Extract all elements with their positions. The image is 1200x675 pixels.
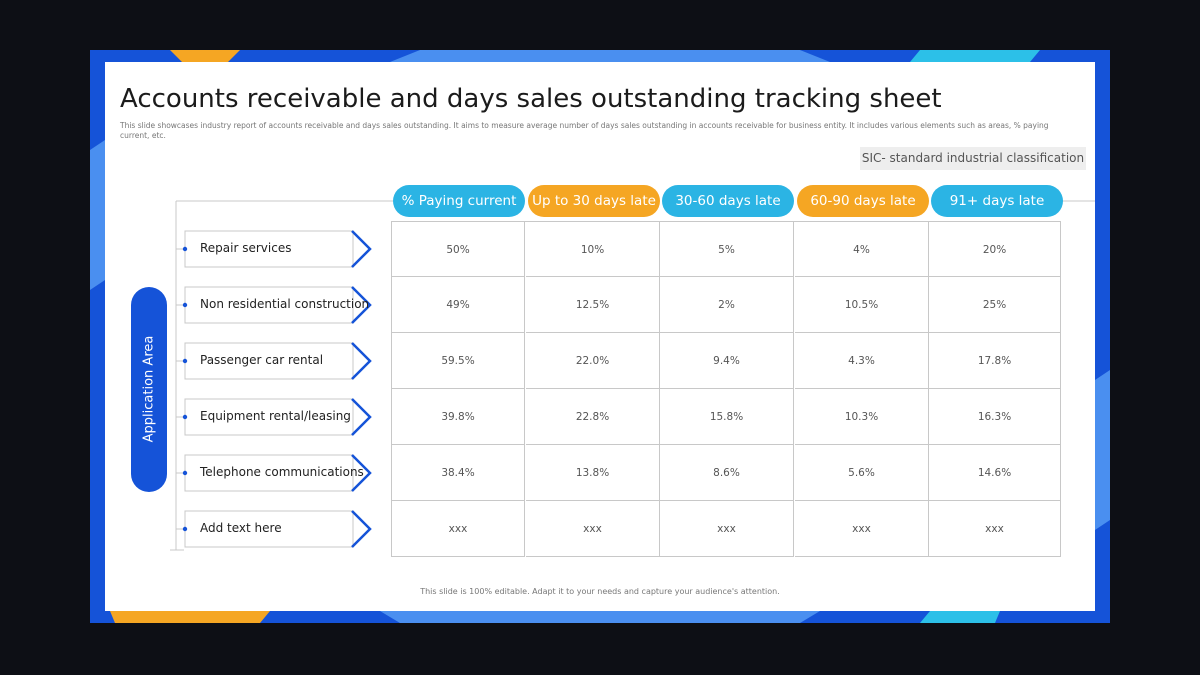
table-cell: xxx (660, 501, 794, 557)
table-cell: xxx (526, 501, 660, 557)
table-cell: 22.0% (526, 333, 660, 389)
subtitle: This slide showcases industry report of … (120, 121, 1049, 140)
table-cell: 4% (795, 221, 929, 277)
table-cell: 16.3% (929, 389, 1061, 445)
table-cell: 22.8% (526, 389, 660, 445)
row-dot (182, 246, 188, 252)
row-chevron (351, 454, 372, 492)
table-cell: 5% (660, 221, 794, 277)
table-cell: 10.3% (795, 389, 929, 445)
row-box (184, 230, 354, 268)
row-chevron (351, 342, 372, 380)
table-cell: 14.6% (929, 445, 1061, 501)
table-cell: 20% (929, 221, 1061, 277)
row-chevron (351, 510, 372, 548)
row-label: Add text here (200, 521, 282, 535)
table-cell: 8.6% (660, 445, 794, 501)
row-label: Repair services (200, 241, 292, 255)
row-label: Non residential construction (200, 297, 370, 311)
row-chevron (351, 398, 372, 436)
row-dot (182, 414, 188, 420)
note: SIC- standard industrial classification (860, 147, 1086, 170)
table-cell: 25% (929, 277, 1061, 333)
table-cell: 59.5% (391, 333, 525, 389)
table-cell: 4.3% (795, 333, 929, 389)
row-box (184, 398, 354, 436)
side-pill (131, 287, 167, 492)
table-cell: 13.8% (526, 445, 660, 501)
table-cell: xxx (929, 501, 1061, 557)
row-chevron (351, 230, 372, 268)
table-cell: xxx (795, 501, 929, 557)
column-header: 30-60 days late (662, 185, 794, 217)
table-cell: 50% (391, 221, 525, 277)
side-label: Application Area (141, 335, 157, 443)
table-cell: 38.4% (391, 445, 525, 501)
row-box (184, 454, 354, 492)
title: Accounts receivable and days sales outst… (120, 84, 942, 114)
row-dot (182, 302, 188, 308)
table-cell: xxx (391, 501, 525, 557)
table-cell: 5.6% (795, 445, 929, 501)
table-cell: 10% (526, 221, 660, 277)
table-cell: 9.4% (660, 333, 794, 389)
table-cell: 15.8% (660, 389, 794, 445)
row-dot (182, 470, 188, 476)
table-cell: 17.8% (929, 333, 1061, 389)
table-cell: 10.5% (795, 277, 929, 333)
table-cell: 49% (391, 277, 525, 333)
row-chevron (351, 286, 372, 324)
row-dot (182, 526, 188, 532)
column-header: % Paying current (393, 185, 525, 217)
row-box (184, 286, 354, 324)
table-cell: 2% (660, 277, 794, 333)
table-cell: 39.8% (391, 389, 525, 445)
footer: This slide is 100% editable. Adapt it to… (420, 587, 780, 596)
column-header: 60-90 days late (797, 185, 929, 217)
column-header: Up to 30 days late (528, 185, 660, 217)
row-label: Passenger car rental (200, 353, 324, 367)
row-label: Equipment rental/leasing (200, 409, 351, 423)
column-header: 91+ days late (931, 185, 1063, 217)
row-label: Telephone communications (200, 465, 364, 479)
table-cell: 12.5% (526, 277, 660, 333)
row-dot (182, 358, 188, 364)
